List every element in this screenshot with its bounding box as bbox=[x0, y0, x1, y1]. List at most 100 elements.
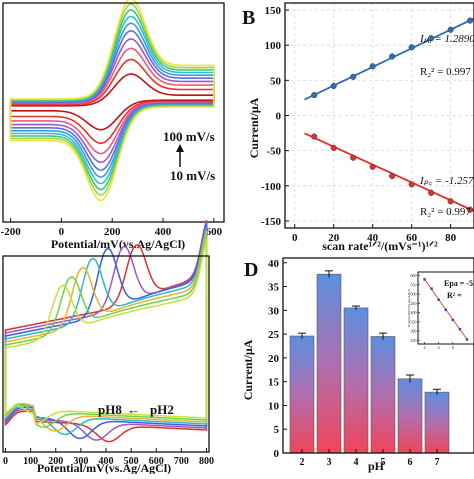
panel-b-point-ipc bbox=[311, 133, 318, 140]
panel-a-x-ticks: -200 0 200 400 600 bbox=[1, 218, 223, 238]
panel-b-ylabel: Current/μA bbox=[247, 97, 261, 158]
panel-b-point-ipc bbox=[389, 172, 396, 180]
panel-c-annotation-arrow: ← bbox=[127, 402, 140, 417]
panel-c-x-tick-label: 600 bbox=[149, 456, 164, 467]
panel-c-cv-curve-ph8 bbox=[4, 238, 208, 425]
panel-b-point-ipa bbox=[369, 63, 376, 70]
panel-a-frame bbox=[2, 2, 225, 223]
panel-c-x-tick-label: 800 bbox=[199, 456, 214, 467]
panel-d-bar-ph5 bbox=[370, 336, 396, 454]
panel-d: D Current/μA 40 35 30 25 20 15 10 5 0 2 3 4 5 6 7 Epa… bbox=[241, 257, 474, 473]
panel-b-r2-ipc: R₂² = 0.997 bbox=[420, 206, 471, 218]
panel-d-bar-ph7 bbox=[424, 391, 450, 454]
panel-c-cv-curve-ph7 bbox=[4, 234, 208, 429]
panel-a-cv-curve-100 bbox=[9, 0, 215, 202]
panel-b-r2-ipa: R₂² = 0.997 bbox=[420, 66, 471, 78]
panel-a: -200 0 200 400 600 100 mV/s 10 mV/s Potentia… bbox=[1, 0, 225, 251]
panel-c-cv-curve-ph5 bbox=[4, 226, 208, 436]
panel-b-point-ipc bbox=[369, 163, 376, 170]
panel-b-point-ipc bbox=[408, 181, 415, 188]
panel-b-data bbox=[304, 17, 474, 213]
panel-b-point-ipc bbox=[428, 189, 435, 196]
panel-d-inset-y-tick-label: 400 bbox=[411, 310, 417, 315]
panel-d-inset-equation: Epa = -52 bbox=[444, 279, 474, 288]
panel-d-frame bbox=[282, 257, 474, 454]
panel-b-frame bbox=[284, 2, 474, 229]
panel-b-x-ticks: 0 20 40 60 80 bbox=[292, 224, 457, 244]
panel-c-x-tick-label: 300 bbox=[73, 456, 88, 467]
panel-b-y-tick-label: 100 bbox=[265, 40, 282, 52]
panel-d-inset-y-tick-label: 450 bbox=[411, 301, 417, 306]
panel-c-curves bbox=[4, 220, 208, 443]
panel-a-x-tick-label: 0 bbox=[59, 226, 65, 238]
panel-d-x-tick-label: 5 bbox=[381, 457, 386, 468]
panel-b-gridlines bbox=[285, 3, 474, 228]
panel-d-inset-point bbox=[444, 308, 447, 312]
panel-d-y-tick-label: 20 bbox=[268, 353, 280, 365]
panel-d-bar-ph2 bbox=[289, 335, 315, 454]
panel-d-y-tick-label: 0 bbox=[274, 448, 280, 460]
panel-c-x-ticks: 0 100 200 300 400 500 600 700 800 bbox=[3, 448, 214, 467]
panel-a-annotation-bottom: 10 mV/s bbox=[170, 168, 215, 183]
panel-b-eq-ipc: Iₚ꜀ = -1.2576v¹ᐟ² bbox=[419, 175, 474, 187]
panel-d-y-ticks: 40 35 30 25 20 15 10 5 0 bbox=[268, 258, 287, 460]
panel-b-x-tick-label: 60 bbox=[406, 232, 418, 244]
panel-b-y-ticks: 150 100 50 0 -50 -100 -150 bbox=[261, 5, 289, 228]
panel-a-annotation-top: 100 mV/s bbox=[163, 129, 215, 144]
panel-d-x-tick-label: 4 bbox=[354, 457, 359, 468]
panel-d-y-tick-label: 10 bbox=[268, 400, 280, 412]
panel-c-x-tick-label: 500 bbox=[124, 456, 139, 467]
panel-b-letter: B bbox=[242, 7, 255, 29]
panel-d-x-tick-label: 2 bbox=[300, 457, 305, 468]
panel-d-y-tick-label: 5 bbox=[274, 424, 280, 436]
panel-b-point-ipa bbox=[447, 26, 454, 33]
panel-b-point-ipa bbox=[467, 17, 474, 24]
panel-b-point-ipa bbox=[389, 53, 396, 60]
panel-b-point-ipc bbox=[350, 154, 357, 161]
panel-d-inset-y-tick-label: 500 bbox=[411, 292, 417, 297]
panel-c-cv-curve-ph6 bbox=[4, 230, 208, 432]
panel-b-xlabel: scan rate¹ᐟ²/(mVs⁻¹)¹ᐟ² bbox=[322, 239, 438, 253]
panel-b-point-ipa bbox=[330, 82, 337, 90]
panel-d-x-tick-label: 3 bbox=[327, 457, 332, 468]
panel-c-x-tick-label: 100 bbox=[23, 456, 38, 467]
panel-b-point-ipc bbox=[447, 198, 454, 205]
panel-b-x-tick-label: 20 bbox=[328, 232, 340, 244]
panel-d-y-tick-label: 25 bbox=[268, 329, 280, 341]
panel-b-point-ipa bbox=[428, 35, 435, 42]
panel-d-inset-data bbox=[423, 278, 469, 341]
panel-c-annotation-left: pH8 bbox=[98, 402, 122, 417]
panel-d-bar-ph3 bbox=[316, 273, 342, 454]
panel-d-y-tick-label: 15 bbox=[268, 377, 280, 389]
panel-c-cv-curve-ph3 bbox=[4, 221, 208, 441]
panel-d-y-tick-label: 40 bbox=[268, 258, 280, 270]
panel-d-x-ticks: 2 3 4 5 6 7 bbox=[300, 449, 440, 468]
panel-b-x-tick-label: 40 bbox=[367, 232, 379, 244]
panel-b-eq-ipa: Iₚₐ = 1.2890v¹ᐟ² bbox=[419, 33, 474, 45]
panel-d-bar-ph6 bbox=[397, 378, 423, 454]
panel-b-point-ipa bbox=[350, 73, 357, 80]
panel-d-inset-point bbox=[437, 298, 440, 301]
panel-c-xlabel: Potential/mV(vs.Ag/AgCl) bbox=[37, 461, 171, 474]
panel-b-y-tick-label: 150 bbox=[265, 5, 282, 17]
panel-c-x-tick-label: 200 bbox=[48, 456, 63, 467]
panel-d-y-tick-label: 35 bbox=[268, 282, 280, 294]
panel-b-y-tick-label: -150 bbox=[261, 216, 282, 228]
panel-d-inset-point bbox=[430, 287, 433, 290]
panel-c-annotation-right: pH2 bbox=[150, 402, 174, 417]
panel-b-y-tick-label: 50 bbox=[270, 75, 282, 87]
panel-c-x-tick-label: 400 bbox=[99, 456, 114, 467]
panel-b-point-ipa bbox=[311, 92, 318, 99]
panel-d-inset-y-tick-label: 250 bbox=[411, 338, 417, 343]
panel-d-inset-point bbox=[451, 318, 454, 322]
panel-d-inset-r2: R² = bbox=[447, 291, 462, 300]
panel-d-bar-ph4 bbox=[343, 307, 369, 454]
panel-a-x-tick-label: 200 bbox=[104, 226, 121, 238]
panel-d-inset-x-tick-label: 6 bbox=[452, 345, 454, 350]
panel-b-x-tick-label: 0 bbox=[292, 232, 298, 244]
panel-d-xlabel: pH bbox=[368, 459, 385, 473]
panel-a-arrowhead bbox=[176, 144, 184, 152]
panel-c-x-tick-label: 0 bbox=[3, 456, 8, 467]
panel-c-x-tick-label: 700 bbox=[174, 456, 189, 467]
